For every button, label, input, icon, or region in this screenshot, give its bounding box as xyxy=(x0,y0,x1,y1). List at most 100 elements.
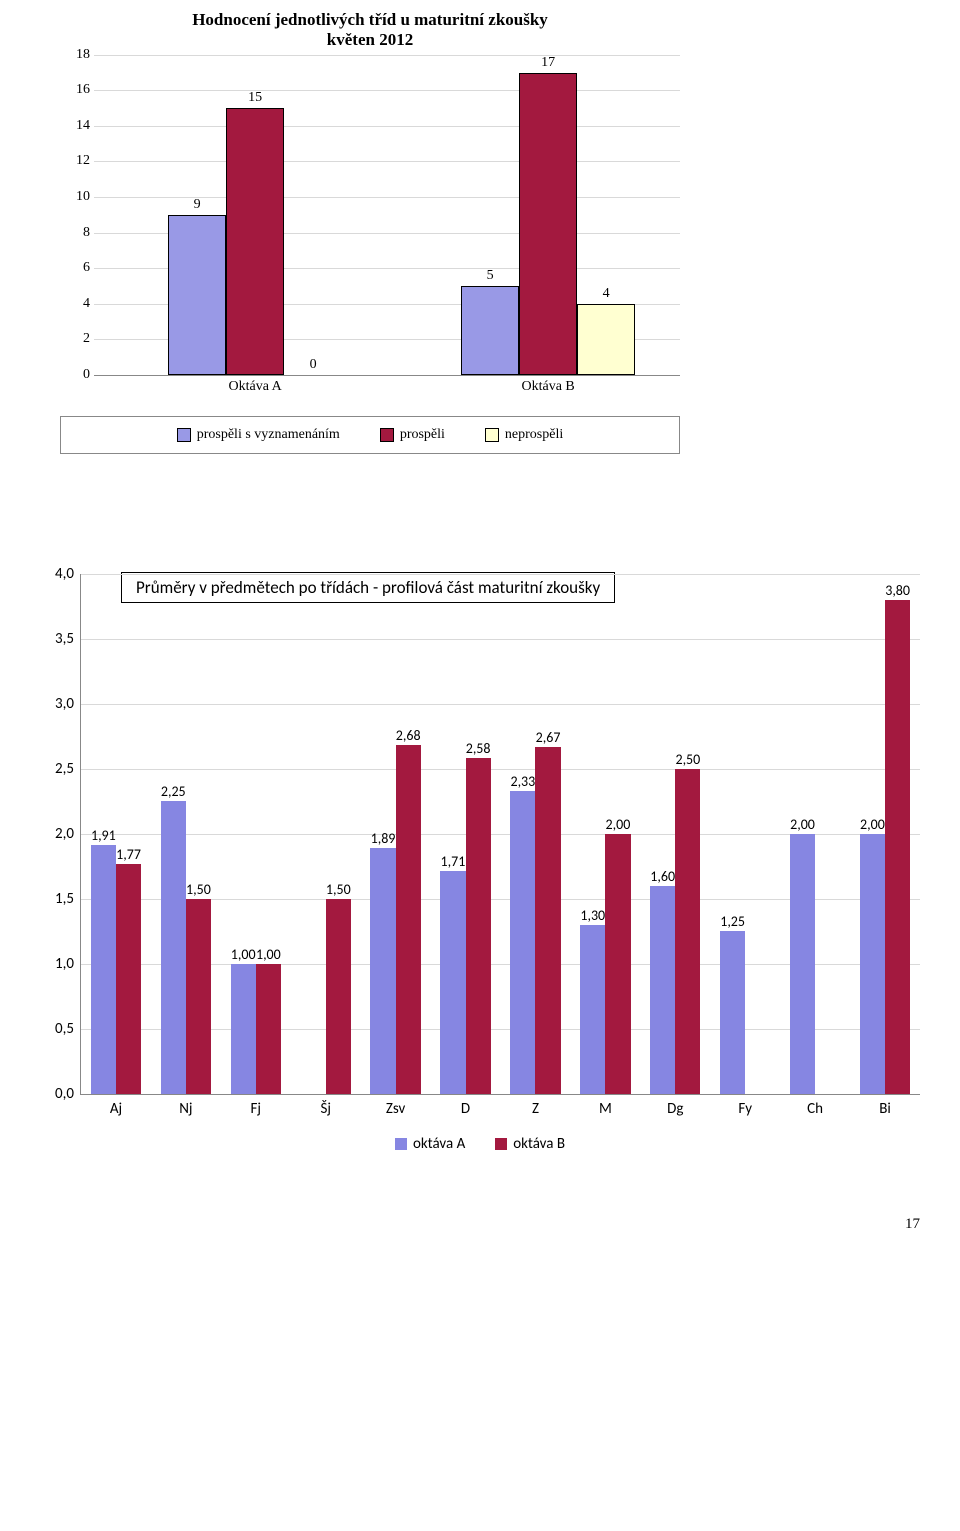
chart2-ytick: 2,5 xyxy=(55,760,74,778)
chart2-value-label: 3,80 xyxy=(885,582,910,599)
chart1-value-label: 15 xyxy=(248,90,262,106)
chart1-legend: prospěli s vyznamenáním prospěli neprosp… xyxy=(60,416,680,454)
chart2-ytick: 4,0 xyxy=(55,565,74,583)
chart2-category-label: Z xyxy=(532,1100,539,1118)
chart2-value-label: 1,25 xyxy=(720,913,745,930)
chart2-value-label: 1,91 xyxy=(91,827,116,844)
chart1-ytick: 10 xyxy=(76,189,90,205)
chart2-ytick: 0,0 xyxy=(55,1085,74,1103)
chart2-bar xyxy=(675,769,700,1094)
chart2-category-label: Ch xyxy=(807,1100,823,1118)
chart2-value-label: 2,25 xyxy=(161,783,186,800)
chart2-category-label: M xyxy=(599,1100,612,1118)
chart2-bar xyxy=(720,931,745,1094)
chart2-bar xyxy=(161,801,186,1094)
chart2-value-label: 1,50 xyxy=(186,881,211,898)
chart2-value-label: 1,71 xyxy=(441,853,466,870)
chart2-bar xyxy=(440,871,465,1093)
chart2-yaxis: 0,00,51,01,52,02,53,03,54,0 xyxy=(40,574,80,1094)
chart2-value-label: 2,00 xyxy=(606,816,631,833)
chart2-value-label: 2,67 xyxy=(536,729,561,746)
chart2-bar xyxy=(650,886,675,1094)
chart2-bar xyxy=(326,899,351,1094)
chart2-bar xyxy=(580,925,605,1094)
chart2-category-label: Zsv xyxy=(386,1100,405,1118)
chart1-yaxis: 024681012141618 xyxy=(60,55,94,375)
page-number: 17 xyxy=(905,1216,920,1233)
chart1-title: Hodnocení jednotlivých tříd u maturitní … xyxy=(60,10,680,51)
chart1-title-line1: Hodnocení jednotlivých tříd u maturitní … xyxy=(192,10,548,29)
legend-swatch xyxy=(495,1138,507,1150)
chart2-bar xyxy=(186,899,211,1094)
legend-label: prospěli xyxy=(400,427,445,442)
chart1-bar xyxy=(577,304,635,375)
chart1-ytick: 0 xyxy=(83,367,90,383)
chart2-bar xyxy=(256,964,281,1094)
chart1-bar xyxy=(461,286,519,375)
legend-swatch xyxy=(380,428,394,442)
legend-swatch xyxy=(177,428,191,442)
legend-item: prospěli xyxy=(380,427,445,443)
chart1-bar xyxy=(519,73,577,375)
chart2-value-label: 1,00 xyxy=(256,946,281,963)
chart2: 0,00,51,01,52,02,53,03,54,0 Průměry v př… xyxy=(40,574,920,1153)
legend-label: prospěli s vyznamenáním xyxy=(197,427,340,442)
chart1-ytick: 18 xyxy=(76,47,90,63)
chart2-value-label: 1,77 xyxy=(116,846,141,863)
chart2-bar xyxy=(860,834,885,1094)
chart2-bar xyxy=(116,864,141,1094)
chart2-ytick: 3,0 xyxy=(55,695,74,713)
chart1-value-label: 5 xyxy=(487,268,494,284)
chart1-value-label: 4 xyxy=(603,286,610,302)
chart2-bar xyxy=(885,600,910,1094)
chart1-bar xyxy=(226,108,284,375)
chart2-category-label: Fy xyxy=(738,1100,752,1118)
legend-swatch xyxy=(395,1138,407,1150)
legend-item: oktáva A xyxy=(395,1135,465,1153)
chart2-bar xyxy=(396,745,421,1093)
chart1-ytick: 6 xyxy=(83,260,90,276)
chart2-category-label: Nj xyxy=(179,1100,192,1118)
chart2-bar xyxy=(231,964,256,1094)
chart2-value-label: 2,00 xyxy=(860,816,885,833)
chart2-bar xyxy=(790,834,815,1094)
chart1-plot: 9150Oktáva A5174Oktáva B xyxy=(94,55,680,376)
chart2-ytick: 2,0 xyxy=(55,825,74,843)
chart2-value-label: 1,60 xyxy=(650,868,675,885)
chart2-value-label: 2,58 xyxy=(466,740,491,757)
legend-item: oktáva B xyxy=(495,1135,565,1153)
legend-label: oktáva B xyxy=(513,1135,565,1153)
chart2-value-label: 2,50 xyxy=(675,751,700,768)
legend-label: oktáva A xyxy=(413,1135,465,1153)
chart2-bar xyxy=(91,845,116,1093)
chart2-category-label: Fj xyxy=(251,1100,261,1118)
chart1-ytick: 14 xyxy=(76,118,90,134)
chart2-value-label: 2,33 xyxy=(510,773,535,790)
chart2-category-label: D xyxy=(461,1100,470,1118)
chart1: Hodnocení jednotlivých tříd u maturitní … xyxy=(60,10,680,454)
legend-label: neprospěli xyxy=(505,427,563,442)
chart1-ytick: 4 xyxy=(83,296,90,312)
chart2-category-label: Bi xyxy=(879,1100,891,1118)
legend-item: neprospěli xyxy=(485,427,563,443)
chart2-ytick: 3,5 xyxy=(55,630,74,648)
chart1-bar xyxy=(168,215,226,375)
chart1-value-label: 17 xyxy=(541,55,555,71)
chart2-value-label: 1,50 xyxy=(326,881,351,898)
chart2-value-label: 1,89 xyxy=(371,830,396,847)
chart1-ytick: 12 xyxy=(76,153,90,169)
chart2-category-label: Aj xyxy=(110,1100,122,1118)
legend-swatch xyxy=(485,428,499,442)
chart1-category-label: Oktáva B xyxy=(522,379,575,395)
chart2-ytick: 1,5 xyxy=(55,890,74,908)
chart1-value-label: 9 xyxy=(194,197,201,213)
chart2-bar xyxy=(466,758,491,1093)
chart1-ytick: 2 xyxy=(83,331,90,347)
chart2-legend: oktáva A oktáva B xyxy=(40,1135,920,1153)
chart2-category-label: Šj xyxy=(320,1100,330,1118)
chart2-bar xyxy=(370,848,395,1094)
chart2-bar xyxy=(510,791,535,1094)
chart1-ytick: 8 xyxy=(83,225,90,241)
chart2-value-label: 2,00 xyxy=(790,816,815,833)
chart1-value-label: 0 xyxy=(310,357,317,373)
